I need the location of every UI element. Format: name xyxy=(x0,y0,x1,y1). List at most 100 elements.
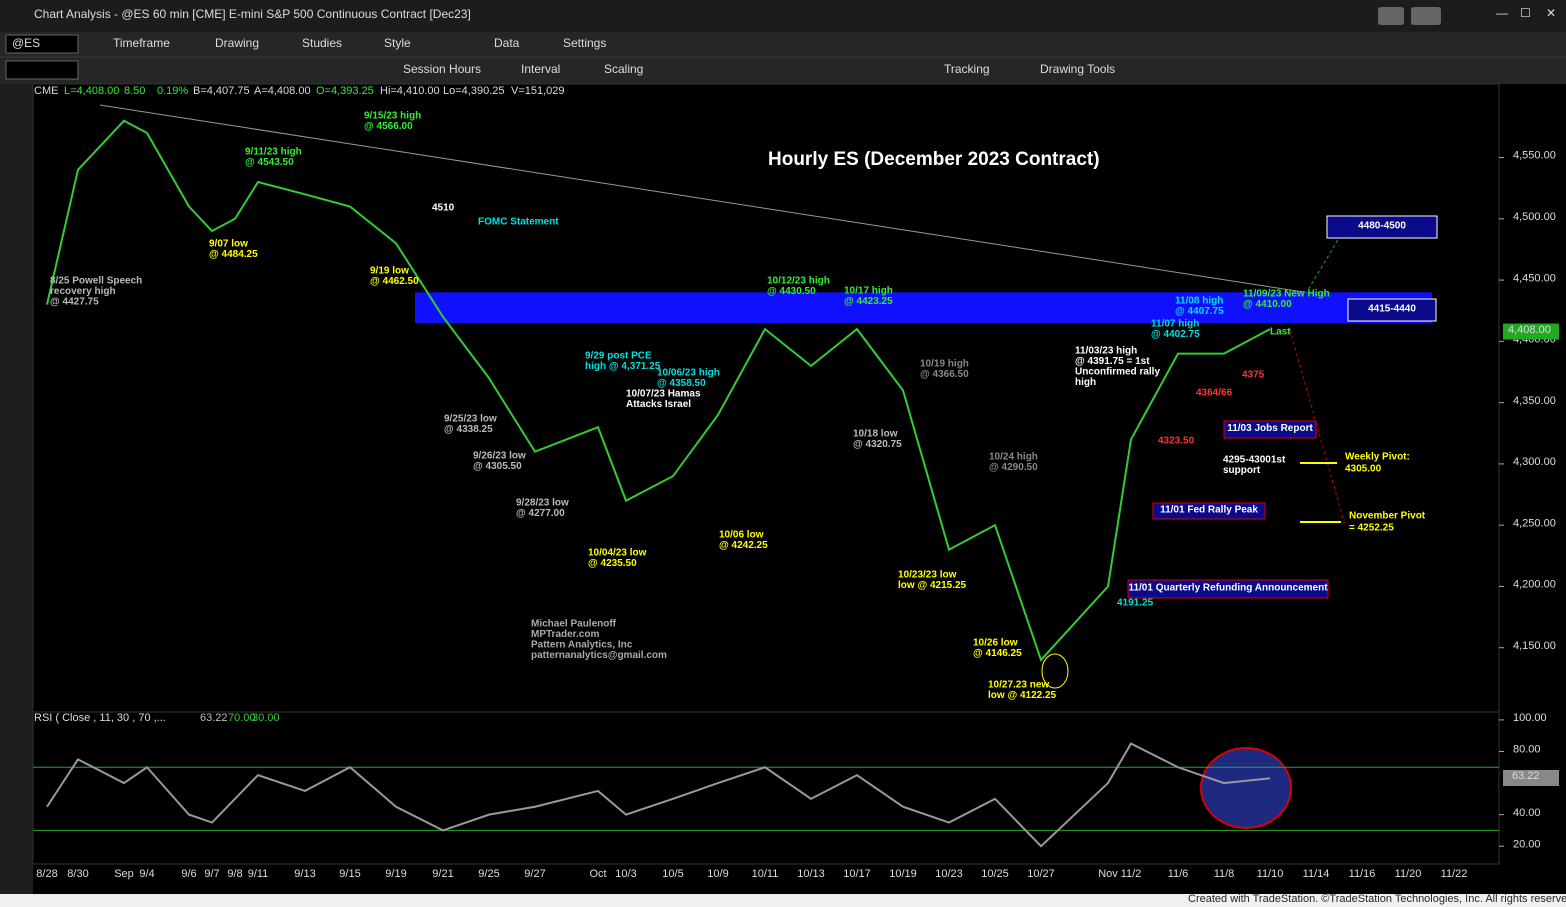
annotation: 9/11/23 high xyxy=(245,146,302,157)
toolbar-item[interactable]: Session Hours xyxy=(403,62,481,76)
label-box xyxy=(1326,215,1438,239)
x-tick-label: 11/10 xyxy=(1257,868,1284,880)
quote-field: V=151,029 xyxy=(511,85,565,97)
annotation: support xyxy=(1223,465,1261,476)
annotation: 10/19 high xyxy=(920,358,969,369)
annotation: FOMC Statement xyxy=(478,216,559,227)
x-tick-label: Sep xyxy=(114,868,134,880)
x-tick-label: 9/11 xyxy=(248,868,269,880)
x-tick-label: 11/14 xyxy=(1303,868,1330,880)
y-tick-label: 80.00 xyxy=(1513,744,1541,756)
annotation: @ 4366.50 xyxy=(920,369,969,380)
footer: Created with TradeStation. ©TradeStation… xyxy=(1188,893,1566,905)
toolbar-item[interactable]: Scaling xyxy=(604,62,643,76)
y-tick-label: 4,450.00 xyxy=(1513,272,1556,284)
annotation: @ 4305.50 xyxy=(473,461,522,472)
annotation: 9/07 low xyxy=(209,238,248,249)
resistance-zone xyxy=(415,292,1432,323)
toolbar-item[interactable]: Timeframe xyxy=(113,36,170,50)
annotation: 4191.25 xyxy=(1117,597,1154,608)
toolbar-item[interactable]: Data xyxy=(494,36,520,50)
rsi-reading: 63.22 xyxy=(200,712,228,724)
annotation: 4295-43001st xyxy=(1223,454,1286,465)
symbol: @ES xyxy=(12,36,40,50)
y-tick-label: 100.00 xyxy=(1513,712,1547,724)
toolbar-item[interactable]: Drawing xyxy=(215,36,259,50)
annotation: Attacks Israel xyxy=(626,399,691,410)
annotation: high @ 4,371.25 xyxy=(585,361,661,372)
annotation: @ 4427.75 xyxy=(50,296,99,307)
interval-box[interactable] xyxy=(5,60,79,80)
annotation: @ 4462.50 xyxy=(370,276,419,287)
annotation: Last xyxy=(1270,326,1291,337)
annotation: @ 4320.75 xyxy=(853,439,902,450)
x-tick-label: 9/27 xyxy=(524,868,545,880)
close[interactable]: ✕ xyxy=(1546,6,1556,20)
annotation: 10/17 high xyxy=(844,285,893,296)
quote-field: B=4,407.75 xyxy=(193,85,250,97)
annotation: 4305.00 xyxy=(1345,463,1382,474)
annotation: low @ 4122.25 xyxy=(988,690,1057,701)
window-title: Chart Analysis - @ES 60 min [CME] E-mini… xyxy=(34,7,471,21)
annotation: 10/06 low xyxy=(719,529,764,540)
annotation: 10/06/23 high xyxy=(657,367,720,378)
x-tick-label: 11/2 xyxy=(1121,868,1142,880)
y-tick-label: 4,300.00 xyxy=(1513,456,1556,468)
chart-title: Hourly ES (December 2023 Contract) xyxy=(768,149,1100,170)
quote-field: A=4,408.00 xyxy=(254,85,311,97)
toolbar-item[interactable]: Style xyxy=(384,36,411,50)
annotation: 9/19 low xyxy=(370,265,409,276)
maximize[interactable]: ☐ xyxy=(1520,6,1531,20)
x-tick-label: 9/8 xyxy=(227,868,242,880)
toolbar-item[interactable]: Drawing Tools xyxy=(1040,62,1115,76)
toolbar-item[interactable]: Settings xyxy=(563,36,606,50)
annotation: @ 4566.00 xyxy=(364,121,413,132)
x-tick-label: 10/9 xyxy=(707,868,728,880)
x-tick-label: 10/25 xyxy=(981,868,1009,880)
i-button[interactable] xyxy=(1411,7,1441,25)
x-tick-label: 11/22 xyxy=(1441,868,1468,880)
annotation: @ 4277.00 xyxy=(516,508,565,519)
y-tick-label: 20.00 xyxy=(1513,838,1541,850)
annotation: MPTrader.com xyxy=(531,629,599,640)
annotation: Unconfirmed rally xyxy=(1075,366,1160,377)
x-tick-label: Nov xyxy=(1098,868,1118,880)
x-tick-label: 8/28 xyxy=(36,868,57,880)
label-box xyxy=(1152,502,1266,520)
annotation: 11/09/23 New High xyxy=(1243,288,1330,299)
quote-field: 0.19% xyxy=(157,85,188,97)
y-tick-label: 4,250.00 xyxy=(1513,517,1556,529)
annotation: 10/24 high xyxy=(989,451,1038,462)
last-price-tag xyxy=(1503,323,1559,340)
label-box xyxy=(1127,579,1329,599)
annotation: 9/26/23 low xyxy=(473,450,526,461)
s-button[interactable] xyxy=(1378,7,1404,25)
minimize[interactable]: — xyxy=(1496,6,1508,20)
symbol-box[interactable] xyxy=(5,34,79,54)
annotation: @ 4290.50 xyxy=(989,462,1038,473)
toolbar-item[interactable]: Tracking xyxy=(944,62,990,76)
x-tick-label: 9/6 xyxy=(181,868,196,880)
annotation: 4510 xyxy=(432,202,455,213)
x-tick-label: 10/5 xyxy=(662,868,683,880)
toolbar-item[interactable]: Interval xyxy=(521,62,560,76)
annotation: @ 4358.50 xyxy=(657,378,706,389)
x-tick-label: Oct xyxy=(589,868,606,880)
rsi-line xyxy=(46,742,1271,848)
annotation: @ 4430.50 xyxy=(767,286,816,297)
annotation: @ 4423.25 xyxy=(844,296,893,307)
annotation: 11/07 high xyxy=(1151,318,1199,329)
box-label: 4415-4440 xyxy=(1368,303,1416,314)
projection xyxy=(1289,329,1346,526)
x-tick-label: 8/30 xyxy=(67,868,88,880)
toolbar-item[interactable]: Studies xyxy=(302,36,342,50)
y-tick-label: 4,200.00 xyxy=(1513,579,1556,591)
annotation: @ 4402.75 xyxy=(1151,329,1200,340)
box-label: 11/01 Fed Rally Peak xyxy=(1160,504,1258,515)
annotation: @ 4146.25 xyxy=(973,648,1022,659)
annotation: 10/18 low xyxy=(853,428,898,439)
x-tick-label: 9/7 xyxy=(204,868,219,880)
x-tick-label: 11/6 xyxy=(1168,868,1189,880)
x-tick-label: 9/19 xyxy=(385,868,406,880)
